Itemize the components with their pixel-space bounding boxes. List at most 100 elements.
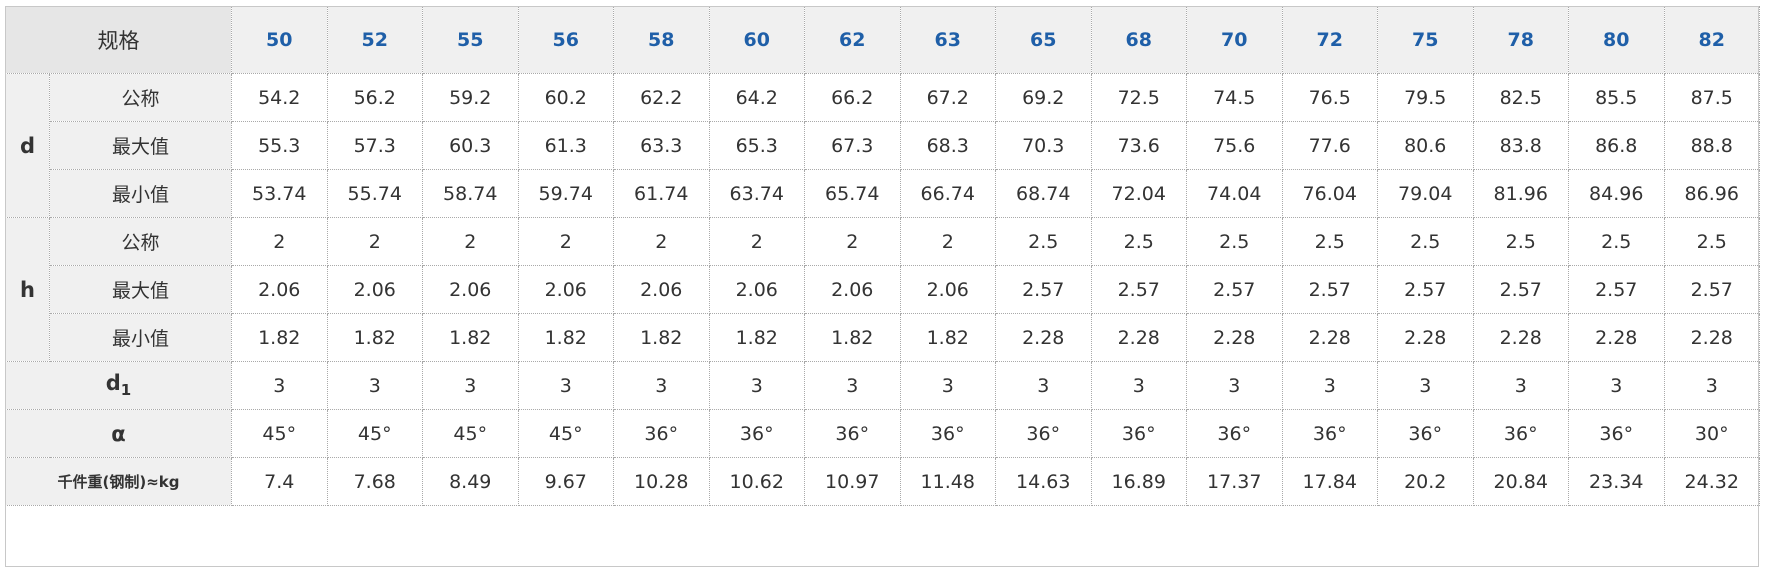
- value-cell: 60.2: [517, 73, 614, 122]
- spec-table: 规格 50 52 55 56 58 60 62 63 65 68 70 72 75 78 80 82 d 公称 54.…: [5, 6, 1760, 506]
- value-cell: 54.2: [231, 73, 328, 122]
- value-cell: 2.28: [1568, 313, 1665, 362]
- value-cell: 2.57: [1186, 265, 1283, 314]
- value-cell: 55.74: [326, 169, 423, 218]
- value-cell: 67.3: [804, 121, 901, 170]
- value-cell: 83.8: [1472, 121, 1569, 170]
- value-cell: 10.97: [804, 457, 901, 506]
- value-cell: 3: [995, 361, 1092, 410]
- value-cell: 86.8: [1568, 121, 1665, 170]
- row-label-subscript: 1: [120, 381, 132, 400]
- value-cell: 64.2: [708, 73, 805, 122]
- table-row: 最大值 2.06 2.06 2.06 2.06 2.06 2.06 2.06 2.06 2.57 2…: [6, 265, 1760, 314]
- value-cell: 2.06: [899, 265, 996, 314]
- value-cell: 62.2: [613, 73, 710, 122]
- value-cell: 3: [1186, 361, 1283, 410]
- value-cell: 2.57: [995, 265, 1092, 314]
- value-cell: 84.96: [1568, 169, 1665, 218]
- value-cell: 60.3: [422, 121, 519, 170]
- sub-label-cell: 公称: [49, 217, 232, 266]
- value-cell: 36°: [804, 409, 901, 458]
- value-cell: 2: [517, 217, 614, 266]
- value-cell: 55.3: [231, 121, 328, 170]
- value-cell: 2.57: [1568, 265, 1665, 314]
- value-cell: 86.96: [1663, 169, 1760, 218]
- value-cell: 2.5: [1377, 217, 1474, 266]
- value-cell: 10.62: [708, 457, 805, 506]
- value-cell: 3: [1472, 361, 1569, 410]
- value-cell: 69.2: [995, 73, 1092, 122]
- spec-table-container: 规格 50 52 55 56 58 60 62 63 65 68 70 72 75 78 80 82 d 公称 54.…: [5, 6, 1760, 506]
- value-cell: 2.06: [326, 265, 423, 314]
- table-row: α 45° 45° 45° 45° 36° 36° 36° 36° 36° 36° 36° 36° 36°…: [5, 409, 1760, 458]
- value-cell: 45°: [326, 409, 423, 458]
- value-cell: 2: [326, 217, 423, 266]
- value-cell: 76.04: [1281, 169, 1378, 218]
- size-header-cell: 72: [1281, 6, 1378, 74]
- table-row: 最小值 53.74 55.74 58.74 59.74 61.74 63.74 65.74 66…: [6, 169, 1760, 218]
- size-header-cell: 56: [517, 6, 614, 74]
- value-cell: 17.37: [1186, 457, 1283, 506]
- size-header-cell: 70: [1186, 6, 1283, 74]
- value-cell: 74.04: [1186, 169, 1283, 218]
- value-cell: 63.3: [613, 121, 710, 170]
- table-row: 最大值 55.3 57.3 60.3 61.3 63.3 65.3 67.3 68.3 70.3 7…: [6, 121, 1760, 170]
- size-header-cell: 68: [1090, 6, 1187, 74]
- value-cell: 88.8: [1663, 121, 1760, 170]
- value-cell: 1.82: [708, 313, 805, 362]
- value-cell: 2.57: [1377, 265, 1474, 314]
- value-cell: 3: [231, 361, 328, 410]
- table-row: d1 3 3 3 3 3 3 3 3 3 3 3 3 3 3 3 3: [5, 361, 1760, 410]
- value-cell: 23.34: [1568, 457, 1665, 506]
- value-cell: 3: [1281, 361, 1378, 410]
- size-header-cell: 78: [1472, 6, 1569, 74]
- value-cell: 36°: [1472, 409, 1569, 458]
- size-header-cell: 63: [899, 6, 996, 74]
- table-row: 千件重(钢制)≈kg 7.4 7.68 8.49 9.67 10.28 10.62 10.97…: [5, 457, 1760, 506]
- row-label-cell: d1: [5, 361, 232, 410]
- value-cell: 3: [1377, 361, 1474, 410]
- value-cell: 2.57: [1281, 265, 1378, 314]
- value-cell: 2.06: [422, 265, 519, 314]
- size-header-cell: 50: [231, 6, 328, 74]
- value-cell: 45°: [422, 409, 519, 458]
- value-cell: 2.28: [1186, 313, 1283, 362]
- table-row: h 公称 2 2 2 2 2 2 2 2 2.5 2.5 2.5 2.5 2.5 2.5 2.5 2.5: [5, 217, 1760, 362]
- value-cell: 75.6: [1186, 121, 1283, 170]
- value-cell: 36°: [613, 409, 710, 458]
- value-cell: 85.5: [1568, 73, 1665, 122]
- value-cell: 2: [231, 217, 328, 266]
- value-cell: 36°: [995, 409, 1092, 458]
- value-cell: 1.82: [899, 313, 996, 362]
- value-cell: 74.5: [1186, 73, 1283, 122]
- sub-label-cell: 公称: [49, 73, 232, 122]
- value-cell: 87.5: [1663, 73, 1760, 122]
- value-cell: 36°: [1090, 409, 1187, 458]
- value-cell: 2.57: [1090, 265, 1187, 314]
- value-cell: 16.89: [1090, 457, 1187, 506]
- row-label-text: α: [111, 421, 126, 446]
- value-cell: 61.74: [613, 169, 710, 218]
- row-label-cell: α: [5, 409, 232, 458]
- value-cell: 2.06: [613, 265, 710, 314]
- size-header-cell: 60: [708, 6, 805, 74]
- value-cell: 2.57: [1663, 265, 1760, 314]
- sub-label-cell: 最小值: [49, 169, 232, 218]
- value-cell: 11.48: [899, 457, 996, 506]
- value-cell: 45°: [517, 409, 614, 458]
- value-cell: 30°: [1663, 409, 1760, 458]
- value-cell: 2.28: [1663, 313, 1760, 362]
- row-label-text: d: [105, 371, 121, 396]
- value-cell: 36°: [1568, 409, 1665, 458]
- value-cell: 2.5: [1568, 217, 1665, 266]
- value-cell: 1.82: [422, 313, 519, 362]
- value-cell: 73.6: [1090, 121, 1187, 170]
- sub-label-cell: 最大值: [49, 121, 232, 170]
- size-header-cell: 82: [1663, 6, 1760, 74]
- value-cell: 3: [708, 361, 805, 410]
- value-cell: 68.3: [899, 121, 996, 170]
- value-cell: 1.82: [804, 313, 901, 362]
- value-cell: 2: [899, 217, 996, 266]
- value-cell: 2.06: [708, 265, 805, 314]
- value-cell: 81.96: [1472, 169, 1569, 218]
